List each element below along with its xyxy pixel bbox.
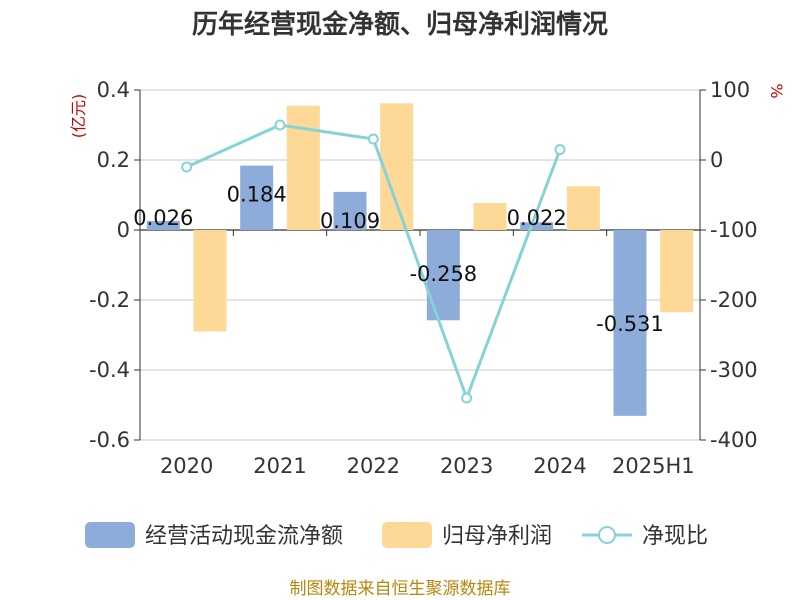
bar-value-label: 0.184 <box>227 183 287 207</box>
right-tick-label: -200 <box>710 288 758 312</box>
right-tick-label: 100 <box>710 78 750 102</box>
bar-value-label: 0.026 <box>133 206 193 230</box>
net-cash-ratio-line <box>181 119 566 404</box>
legend-label: 经营活动现金流净额 <box>145 524 343 549</box>
bar-value-label: -0.531 <box>596 312 664 336</box>
cash-flow-bar <box>146 220 180 230</box>
left-tick-label: 0 <box>117 218 130 242</box>
net-profit-bar <box>380 103 414 230</box>
x-axis: 2020 2021 2022 2023 2024 2025H1 <box>139 229 700 478</box>
cash-flow-bar <box>240 165 274 230</box>
net-profit-bar <box>566 186 600 230</box>
bar-value-label: -0.258 <box>409 262 477 286</box>
net-profit-bar <box>286 105 320 230</box>
left-axis: 0.4 0.2 0 -0.2 -0.4 -0.6 <box>89 78 141 452</box>
x-tick-label: 2021 <box>253 454 306 478</box>
cash-flow-bar <box>333 191 367 230</box>
x-tick-label: 2025H1 <box>612 454 695 478</box>
bar-value-label: 0.109 <box>320 209 380 233</box>
left-axis-unit: (亿元) <box>69 94 88 139</box>
bars <box>146 103 694 416</box>
legend-swatch <box>85 522 135 548</box>
right-tick-label: -100 <box>710 218 758 242</box>
bar-value-labels: 0.026 0.184 0.109 -0.258 0.022 -0.531 <box>133 183 664 336</box>
cash-flow-bar <box>520 222 554 230</box>
ratio-point <box>274 119 286 131</box>
right-tick-label: -400 <box>710 428 758 452</box>
right-tick-label: -300 <box>710 358 758 382</box>
legend: 经营活动现金流净额 归母净利润 净现比 <box>85 522 708 549</box>
ratio-point <box>554 144 566 155</box>
chart-title: 历年经营现金净额、归母净利润情况 <box>192 9 608 40</box>
left-tick-label: -0.6 <box>89 428 130 452</box>
left-tick-label: -0.2 <box>89 288 130 312</box>
data-source-note: 制图数据来自恒生聚源数据库 <box>290 579 511 599</box>
right-axis: 100 0 -100 -200 -300 -400 <box>699 78 758 452</box>
x-tick-label: 2024 <box>533 454 586 478</box>
ratio-point <box>367 133 379 145</box>
cash-flow-bar <box>613 230 647 416</box>
legend-label: 归母净利润 <box>442 524 552 549</box>
right-axis-unit: % <box>767 83 786 98</box>
right-tick-label: 0 <box>710 148 723 172</box>
left-tick-label: 0.2 <box>97 148 130 172</box>
legend-swatch <box>382 522 432 548</box>
net-profit-bar <box>660 230 694 313</box>
legend-marker <box>598 526 616 544</box>
left-tick-label: -0.4 <box>89 358 130 382</box>
bar-value-label: 0.022 <box>507 206 567 230</box>
legend-label: 净现比 <box>642 524 708 549</box>
net-profit-bar <box>473 203 507 230</box>
x-tick-label: 2022 <box>347 454 400 478</box>
left-tick-label: 0.4 <box>97 78 130 102</box>
ratio-point <box>181 161 193 173</box>
x-tick-label: 2023 <box>440 454 493 478</box>
net-profit-bar <box>193 230 227 332</box>
x-tick-label: 2020 <box>160 454 213 478</box>
ratio-point <box>461 392 473 404</box>
